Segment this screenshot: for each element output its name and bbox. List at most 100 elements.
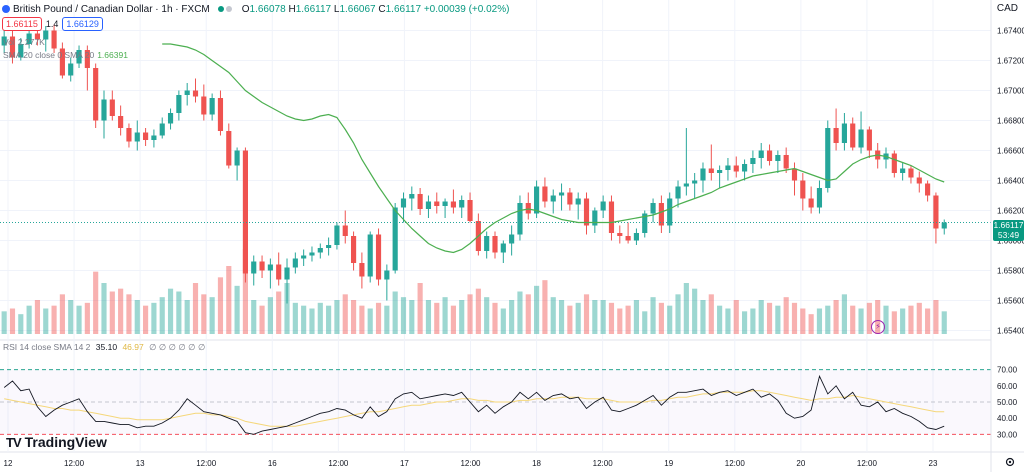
volume-bar — [750, 308, 756, 334]
volume-bar — [583, 294, 590, 334]
volume-bar — [592, 300, 598, 334]
candle-body — [84, 50, 90, 68]
candle-body — [791, 168, 798, 181]
volume-bar — [167, 288, 174, 334]
sma-legend[interactable]: SMA 20 close 0 SMA 20 1.66391 — [3, 50, 128, 60]
price-tick-label: 1.67400 — [997, 27, 1024, 36]
candle-body — [833, 128, 839, 143]
volume-bar — [858, 308, 864, 334]
candle-body — [242, 150, 248, 274]
volume-bar — [1, 311, 7, 334]
candle-body — [450, 201, 456, 208]
volume-bar — [367, 308, 373, 334]
candles[interactable] — [0, 18, 991, 304]
volume-bar — [658, 302, 664, 334]
volume-bar — [442, 297, 448, 334]
volume-bar — [18, 314, 24, 334]
sell-button[interactable]: 1.66115 — [2, 17, 42, 31]
candle-body — [841, 123, 847, 143]
candle-body — [301, 255, 307, 259]
candle-body — [558, 192, 565, 196]
trade-prices: 1.66115 1.4 1.66129 — [2, 17, 103, 31]
volume-bar — [317, 302, 323, 334]
candle-body — [683, 183, 689, 187]
candle-body — [866, 129, 872, 151]
volume-bar — [292, 302, 298, 334]
price-tick-label: 1.66400 — [997, 177, 1024, 186]
volume-bar — [542, 280, 548, 334]
symbol-flag-icon — [2, 5, 10, 13]
volume-bar — [284, 283, 290, 334]
volume-bar — [350, 300, 357, 334]
volume-bar — [775, 305, 781, 334]
candle-body — [217, 98, 224, 131]
price-tick-label: 1.66800 — [997, 117, 1024, 126]
volume-bar — [51, 305, 57, 334]
volume-bar — [525, 294, 531, 334]
volume-bar — [43, 308, 49, 334]
rsi-pane[interactable] — [0, 369, 991, 435]
volume-bar — [267, 297, 273, 334]
volume-bar — [717, 305, 723, 334]
volume-bar — [375, 302, 382, 334]
rsi-legend[interactable]: RSI 14 close SMA 14 2 35.10 46.97 ∅ ∅ ∅ … — [3, 342, 206, 352]
candle-body — [742, 164, 748, 172]
volume-bar — [700, 300, 706, 334]
candle-body — [392, 207, 398, 271]
candle-body — [59, 48, 65, 76]
lightning-icon[interactable]: ⚡ — [871, 320, 885, 334]
buy-button[interactable]: 1.66129 — [62, 17, 103, 31]
volume-bar — [143, 305, 149, 334]
candle-body — [68, 63, 74, 76]
volume-bar — [101, 283, 107, 334]
spread-value: 1.4 — [45, 19, 59, 29]
volume-bar — [151, 302, 157, 334]
volume-bar — [467, 294, 473, 334]
volume-bar — [933, 300, 939, 334]
price-tick-label: 1.67000 — [997, 87, 1024, 96]
time-tick-label: 17 — [400, 459, 409, 468]
volume-bar — [301, 305, 307, 334]
candle-body — [575, 198, 581, 205]
volume-bar — [900, 308, 906, 334]
volume-bar — [26, 305, 32, 334]
volume-bar — [342, 294, 348, 334]
candle-body — [492, 236, 498, 253]
candle-body — [850, 123, 856, 148]
candle-body — [525, 203, 531, 214]
candle-body — [758, 150, 764, 158]
candle-body — [375, 234, 382, 280]
price-axis[interactable]: 1.67400 1.67200 1.67000 1.66800 1.66600 1.664… — [990, 0, 1024, 472]
symbol-title[interactable]: British Pound / Canadian Dollar · 1h · F… — [13, 3, 210, 15]
candle-body — [167, 113, 174, 124]
time-tick-label: 12:00 — [725, 459, 746, 468]
volume-bar — [875, 300, 881, 334]
volume-bar — [650, 297, 656, 334]
volume-legend[interactable]: Vol 2.277K — [3, 37, 45, 47]
price-tick-label: 1.66000 — [997, 237, 1024, 246]
volume-bar — [359, 305, 365, 334]
candle-body — [284, 267, 290, 280]
candle-body — [226, 131, 232, 166]
grid — [0, 0, 1024, 453]
candle-body — [93, 68, 99, 121]
volume-bar — [941, 311, 947, 334]
candle-body — [692, 180, 698, 184]
gear-icon[interactable] — [1004, 456, 1016, 468]
candle-body — [816, 188, 823, 208]
volume-bars — [1, 249, 947, 334]
volume-bar — [800, 308, 806, 334]
time-axis[interactable]: 12 12:00 13 12:00 16 12:00 17 12:00 18 12:00 19 12:… — [4, 459, 938, 468]
candle-body — [858, 129, 864, 148]
time-tick-label: 23 — [929, 459, 938, 468]
ohlc-readout: O1.66078 H1.66117 L1.66067 C1.66117 +0.0… — [241, 3, 510, 15]
candle-body — [775, 155, 781, 161]
candle-body — [234, 150, 240, 166]
candle-body — [700, 168, 706, 181]
volume-bar — [326, 305, 332, 334]
candle-body — [76, 50, 82, 64]
volume-bar — [109, 291, 115, 334]
currency-label[interactable]: CAD — [996, 3, 1018, 14]
volume-bar — [891, 311, 897, 334]
